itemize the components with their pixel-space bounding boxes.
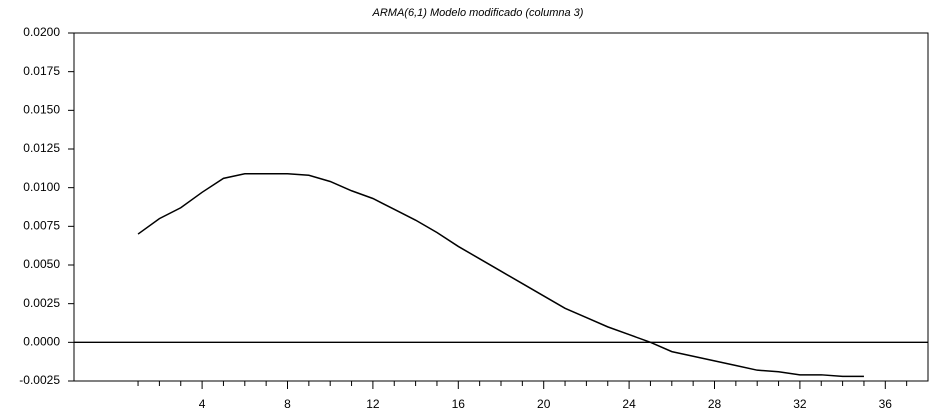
x-tick-label: 36 <box>879 397 893 411</box>
y-tick-label: 0.0075 <box>23 219 60 233</box>
data-line <box>137 172 864 378</box>
x-tick-label: 24 <box>622 397 636 411</box>
x-tick-label: 4 <box>199 397 206 411</box>
y-tick-label: 0.0125 <box>23 141 60 155</box>
x-tick-label: 16 <box>452 397 466 411</box>
y-tick-label: 0.0000 <box>23 335 60 349</box>
x-tick-label: 20 <box>537 397 551 411</box>
y-tick-label: 0.0150 <box>23 103 60 117</box>
x-tick-label: 8 <box>284 397 291 411</box>
y-tick-label: -0.0025 <box>19 373 60 387</box>
chart-title: ARMA(6,1) Modelo modificado (columna 3) <box>372 7 584 19</box>
x-tick-label: 28 <box>708 397 722 411</box>
y-tick-label: 0.0175 <box>23 64 60 78</box>
y-tick-label: 0.0025 <box>23 296 60 310</box>
y-tick-label: 0.0100 <box>23 180 60 194</box>
y-tick-label: 0.0200 <box>23 25 60 39</box>
plot-frame <box>73 32 929 382</box>
x-tick-label: 32 <box>793 397 807 411</box>
x-tick-label: 12 <box>366 397 380 411</box>
y-tick-label: 0.0050 <box>23 257 60 271</box>
